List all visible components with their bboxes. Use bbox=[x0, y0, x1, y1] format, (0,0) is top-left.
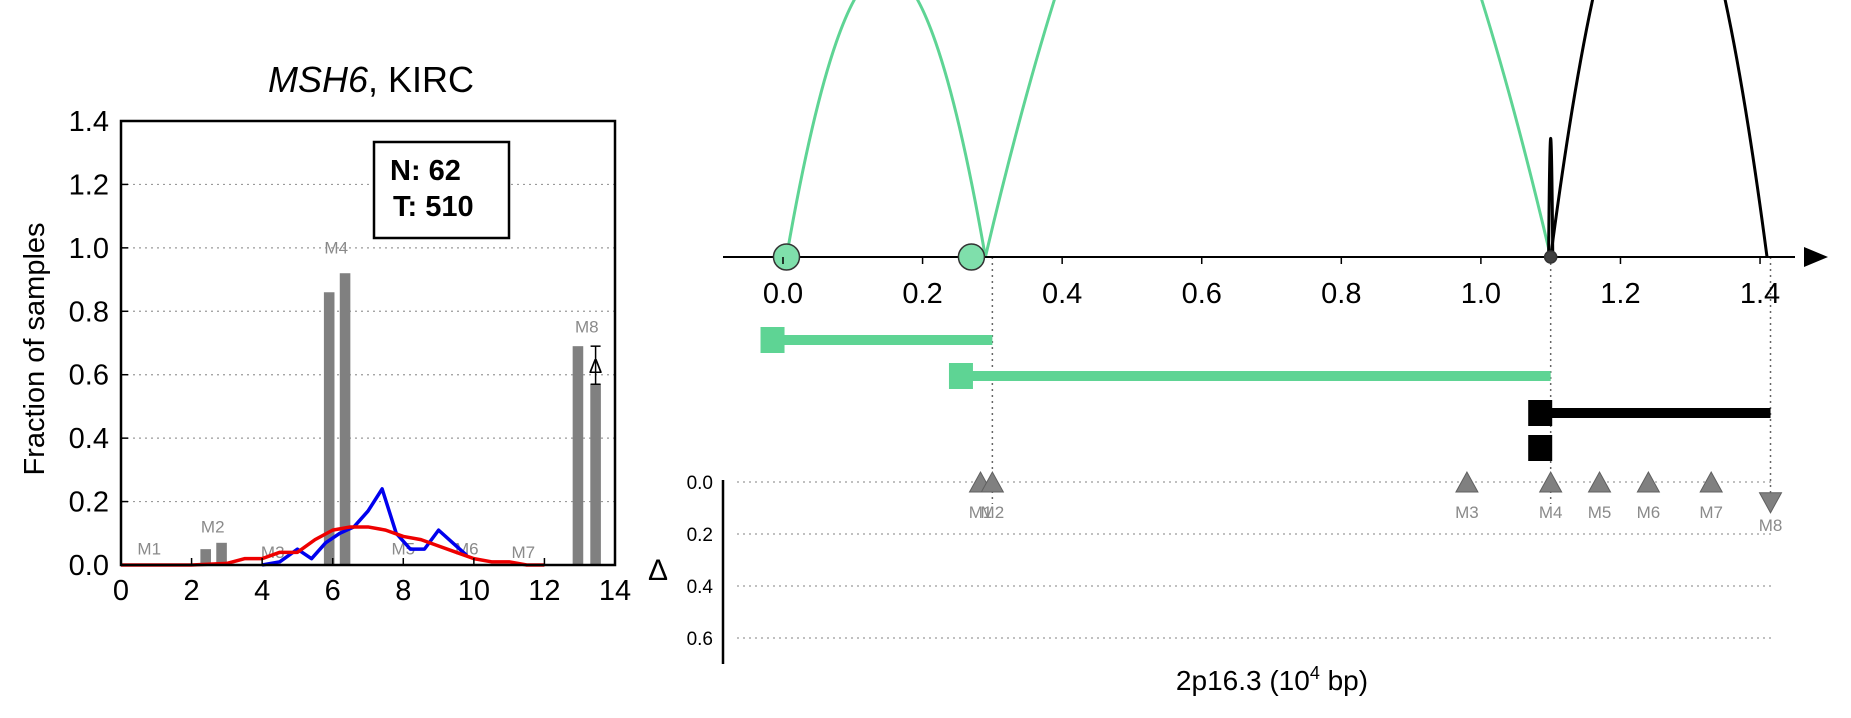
delta-marker-label: M2 bbox=[981, 503, 1005, 522]
genomic-tick-label: 1.2 bbox=[1600, 278, 1640, 310]
delta-marker-triangle bbox=[1758, 492, 1783, 514]
left-bars bbox=[200, 273, 601, 565]
left-marker-label: M8 bbox=[575, 318, 599, 337]
delta-tick-label: 0.0 bbox=[687, 473, 713, 494]
delta-marker-triangle bbox=[1538, 470, 1563, 493]
left-x-tick-label: 10 bbox=[458, 575, 490, 607]
splice-arc bbox=[1547, 136, 1555, 258]
left-x-tick-label: 12 bbox=[528, 575, 560, 607]
left-bar bbox=[200, 549, 211, 565]
genomic-ticks: 0.0 0.2 0.4 0.6 0.8 1.0 1.2 1.4 bbox=[763, 257, 1780, 310]
normal-count: N: 62 bbox=[390, 155, 461, 187]
promoter-circle bbox=[957, 243, 986, 271]
delta-symbol: Δ bbox=[589, 356, 602, 378]
left-y-tick-label: 1.2 bbox=[69, 169, 109, 201]
delta-tick-label: 0.2 bbox=[687, 525, 713, 546]
genomic-tick-label: 0.8 bbox=[1321, 278, 1361, 310]
genomic-tick-label: 1.4 bbox=[1740, 278, 1780, 310]
delta-marker-label: M5 bbox=[1588, 503, 1612, 522]
left-x-tick-label: 2 bbox=[184, 575, 200, 607]
left-x-tick-label: 0 bbox=[113, 575, 129, 607]
delta-marker-triangle bbox=[1587, 470, 1612, 493]
tumor-count: T: 510 bbox=[393, 191, 474, 223]
transcript-body bbox=[1540, 443, 1551, 453]
left-x-tick-label: 4 bbox=[254, 575, 270, 607]
left-x-tick-label: 6 bbox=[325, 575, 341, 607]
left-y-axis-label: Fraction of samples bbox=[19, 222, 51, 475]
transcript-body bbox=[772, 335, 993, 345]
sample-count-box: N: 62 T: 510 bbox=[372, 140, 511, 240]
delta-marker-label: M7 bbox=[1699, 503, 1723, 522]
left-marker-label: M1 bbox=[137, 540, 161, 559]
delta-marker-triangle bbox=[1455, 470, 1479, 493]
left-x-tick-label: 14 bbox=[599, 575, 631, 607]
left-errorbar: Δ bbox=[589, 345, 602, 385]
delta-marker-label: M3 bbox=[1455, 503, 1479, 522]
genomic-axis-arrowhead bbox=[1804, 247, 1828, 267]
splice-arc bbox=[785, 0, 987, 258]
left-chart-title: MSH6, KIRC bbox=[268, 59, 474, 100]
left-marker-label: M5 bbox=[391, 540, 415, 559]
genomic-tick-label: 1.0 bbox=[1461, 278, 1501, 310]
left-y-tick-label: 0.0 bbox=[69, 550, 109, 582]
left-bar bbox=[216, 542, 227, 565]
delta-marker-label: M1 bbox=[969, 503, 993, 522]
delta-marker-label: M6 bbox=[1637, 503, 1661, 522]
genomic-tick-label: 0.2 bbox=[902, 278, 942, 310]
left-y-tick-label: 1.4 bbox=[69, 106, 109, 138]
delta-marker-triangle bbox=[1699, 470, 1724, 493]
genomic-tick-label: 0.0 bbox=[763, 278, 803, 310]
left-marker-label: M7 bbox=[511, 543, 535, 562]
splice-arc bbox=[983, 0, 1553, 258]
right-panel: 0.0 0.2 0.4 0.6 0.8 1.0 1.2 1.4 0.00.20.40.6M1M… bbox=[648, 0, 1828, 696]
left-x-tick-label: 8 bbox=[395, 575, 411, 607]
genomic-tick-label: 0.4 bbox=[1042, 278, 1082, 310]
delta-marker-label: M8 bbox=[1759, 516, 1783, 535]
left-marker-label: M2 bbox=[201, 517, 225, 536]
left-y-tick-label: 0.8 bbox=[69, 296, 109, 328]
left-marker-label: M4 bbox=[324, 238, 348, 257]
left-y-tick-label: 0.2 bbox=[69, 487, 109, 519]
delta-axis-label: Δ bbox=[648, 554, 668, 587]
left-lines bbox=[121, 487, 545, 567]
genomic-x-label: 2p16.3 (104 bp) bbox=[1176, 663, 1368, 696]
left-series-line bbox=[261, 487, 468, 567]
left-grid bbox=[121, 183, 615, 503]
transcript-body bbox=[960, 371, 1551, 381]
left-bar bbox=[323, 292, 335, 565]
guide-lines bbox=[991, 257, 1772, 504]
left-series-line bbox=[121, 525, 545, 567]
sample-count-frame bbox=[372, 140, 511, 240]
left-y-tick-label: 0.4 bbox=[69, 423, 109, 455]
left-ticks: 0 2 4 6 8 10 12 14 0.0 0.2 0.4 0.6 0.8 1.0 1.2 1.4 bbox=[69, 106, 631, 607]
left-bar bbox=[572, 346, 584, 565]
delta-marker-triangle bbox=[980, 470, 1005, 493]
promoter-circle bbox=[772, 243, 801, 271]
promoter-circle bbox=[1543, 250, 1558, 264]
splice-arc bbox=[1549, 0, 1769, 258]
left-plot-frame bbox=[119, 119, 617, 567]
delta-tick-label: 0.6 bbox=[687, 629, 713, 650]
left-panel: MSH6, KIRC Fraction of samples M1M2M3M4M… bbox=[19, 59, 631, 607]
genomic-tick-label: 0.6 bbox=[1182, 278, 1222, 310]
transcript-body bbox=[1540, 408, 1771, 418]
delta-marker-triangle bbox=[1636, 470, 1661, 493]
left-bar bbox=[339, 273, 351, 565]
transcripts bbox=[760, 327, 1771, 461]
promoters bbox=[772, 243, 1558, 271]
delta-marker-label: M4 bbox=[1539, 503, 1563, 522]
delta-tick-label: 0.4 bbox=[687, 577, 714, 598]
splice-arcs bbox=[785, 0, 1769, 258]
left-y-tick-label: 0.6 bbox=[69, 360, 109, 392]
left-y-tick-label: 1.0 bbox=[69, 233, 109, 265]
left-bar bbox=[590, 384, 601, 565]
